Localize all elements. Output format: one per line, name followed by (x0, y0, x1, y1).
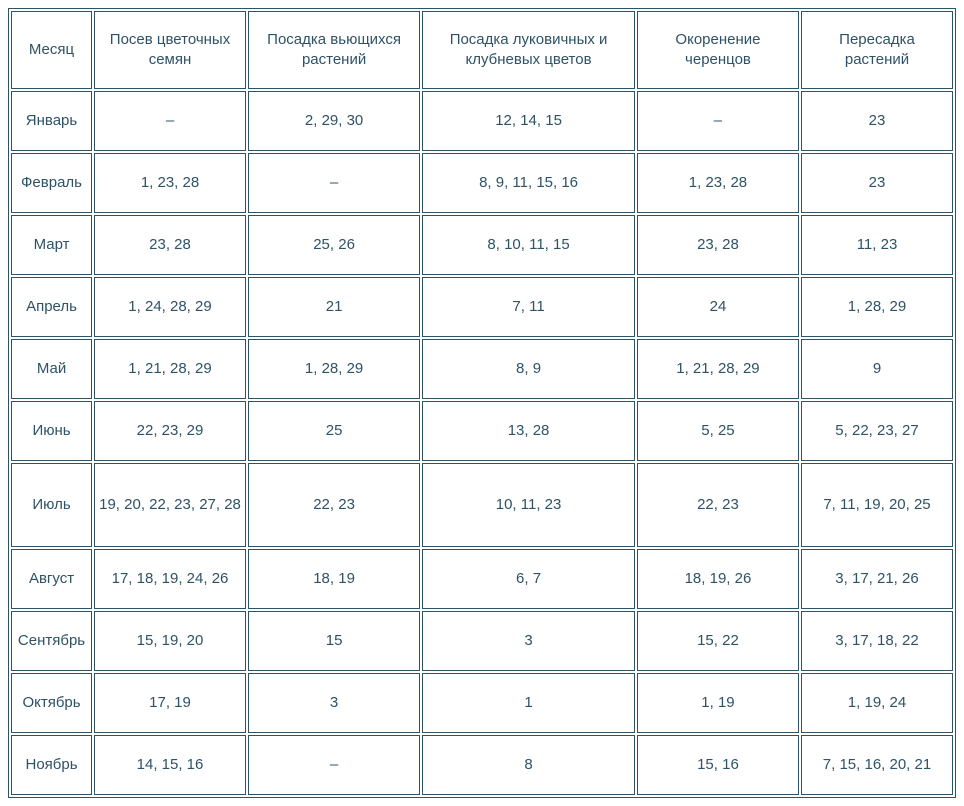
data-cell: 15, 16 (637, 735, 799, 795)
table-row: Февраль1, 23, 28–8, 9, 11, 15, 161, 23, … (11, 153, 953, 213)
table-row: Май1, 21, 28, 291, 28, 298, 91, 21, 28, … (11, 339, 953, 399)
table-row: Ноябрь14, 15, 16–815, 167, 15, 16, 20, 2… (11, 735, 953, 795)
data-cell: 11, 23 (801, 215, 953, 275)
month-cell: Июнь (11, 401, 92, 461)
table-row: Июнь22, 23, 292513, 285, 255, 22, 23, 27 (11, 401, 953, 461)
data-cell: 7, 11 (422, 277, 635, 337)
month-cell: Апрель (11, 277, 92, 337)
data-cell: 1, 21, 28, 29 (94, 339, 246, 399)
data-cell: 8, 9 (422, 339, 635, 399)
data-cell: 22, 23 (637, 463, 799, 547)
data-cell: 8, 9, 11, 15, 16 (422, 153, 635, 213)
col-header-climbing: Посадка вьющихся растений (248, 11, 420, 89)
table-header-row: Месяц Посев цветочных семян Посадка вьющ… (11, 11, 953, 89)
data-cell: 15 (248, 611, 420, 671)
table-row: Январь–2, 29, 3012, 14, 15–23 (11, 91, 953, 151)
data-cell: 1, 23, 28 (94, 153, 246, 213)
data-cell: 3 (422, 611, 635, 671)
col-header-transplant: Пересадка растений (801, 11, 953, 89)
data-cell: 15, 22 (637, 611, 799, 671)
data-cell: – (94, 91, 246, 151)
col-header-bulbs: Посадка луковичных и клубневых цветов (422, 11, 635, 89)
data-cell: 25, 26 (248, 215, 420, 275)
data-cell: 12, 14, 15 (422, 91, 635, 151)
data-cell: 25 (248, 401, 420, 461)
month-cell: Май (11, 339, 92, 399)
table-row: Июль19, 20, 22, 23, 27, 2822, 2310, 11, … (11, 463, 953, 547)
data-cell: 13, 28 (422, 401, 635, 461)
data-cell: 2, 29, 30 (248, 91, 420, 151)
data-cell: 21 (248, 277, 420, 337)
data-cell: 7, 15, 16, 20, 21 (801, 735, 953, 795)
data-cell: 9 (801, 339, 953, 399)
data-cell: – (637, 91, 799, 151)
data-cell: 23 (801, 153, 953, 213)
col-header-cuttings: Окоренение черенцов (637, 11, 799, 89)
table-row: Сентябрь15, 19, 2015315, 223, 17, 18, 22 (11, 611, 953, 671)
data-cell: 10, 11, 23 (422, 463, 635, 547)
data-cell: 19, 20, 22, 23, 27, 28 (94, 463, 246, 547)
data-cell: – (248, 153, 420, 213)
month-cell: Октябрь (11, 673, 92, 733)
data-cell: 23 (801, 91, 953, 151)
month-cell: Февраль (11, 153, 92, 213)
data-cell: 8, 10, 11, 15 (422, 215, 635, 275)
data-cell: 18, 19 (248, 549, 420, 609)
table-row: Март23, 2825, 268, 10, 11, 1523, 2811, 2… (11, 215, 953, 275)
table-body: Январь–2, 29, 3012, 14, 15–23Февраль1, 2… (11, 91, 953, 795)
data-cell: 3 (248, 673, 420, 733)
data-cell: 15, 19, 20 (94, 611, 246, 671)
data-cell: 5, 25 (637, 401, 799, 461)
data-cell: 24 (637, 277, 799, 337)
data-cell: 14, 15, 16 (94, 735, 246, 795)
data-cell: 3, 17, 18, 22 (801, 611, 953, 671)
data-cell: 1, 19 (637, 673, 799, 733)
data-cell: – (248, 735, 420, 795)
data-cell: 5, 22, 23, 27 (801, 401, 953, 461)
month-cell: Июль (11, 463, 92, 547)
planting-calendar-table: Месяц Посев цветочных семян Посадка вьющ… (8, 8, 956, 798)
data-cell: 23, 28 (637, 215, 799, 275)
data-cell: 7, 11, 19, 20, 25 (801, 463, 953, 547)
data-cell: 1 (422, 673, 635, 733)
data-cell: 1, 28, 29 (801, 277, 953, 337)
data-cell: 3, 17, 21, 26 (801, 549, 953, 609)
data-cell: 1, 23, 28 (637, 153, 799, 213)
col-header-month: Месяц (11, 11, 92, 89)
data-cell: 17, 18, 19, 24, 26 (94, 549, 246, 609)
month-cell: Январь (11, 91, 92, 151)
col-header-sowing: Посев цветочных семян (94, 11, 246, 89)
data-cell: 22, 23, 29 (94, 401, 246, 461)
data-cell: 18, 19, 26 (637, 549, 799, 609)
month-cell: Сентябрь (11, 611, 92, 671)
data-cell: 17, 19 (94, 673, 246, 733)
data-cell: 22, 23 (248, 463, 420, 547)
data-cell: 1, 28, 29 (248, 339, 420, 399)
data-cell: 23, 28 (94, 215, 246, 275)
table-row: Август17, 18, 19, 24, 2618, 196, 718, 19… (11, 549, 953, 609)
data-cell: 6, 7 (422, 549, 635, 609)
month-cell: Август (11, 549, 92, 609)
month-cell: Март (11, 215, 92, 275)
table-row: Октябрь17, 19311, 191, 19, 24 (11, 673, 953, 733)
data-cell: 1, 21, 28, 29 (637, 339, 799, 399)
data-cell: 1, 19, 24 (801, 673, 953, 733)
data-cell: 1, 24, 28, 29 (94, 277, 246, 337)
data-cell: 8 (422, 735, 635, 795)
table-row: Апрель1, 24, 28, 29217, 11241, 28, 29 (11, 277, 953, 337)
month-cell: Ноябрь (11, 735, 92, 795)
